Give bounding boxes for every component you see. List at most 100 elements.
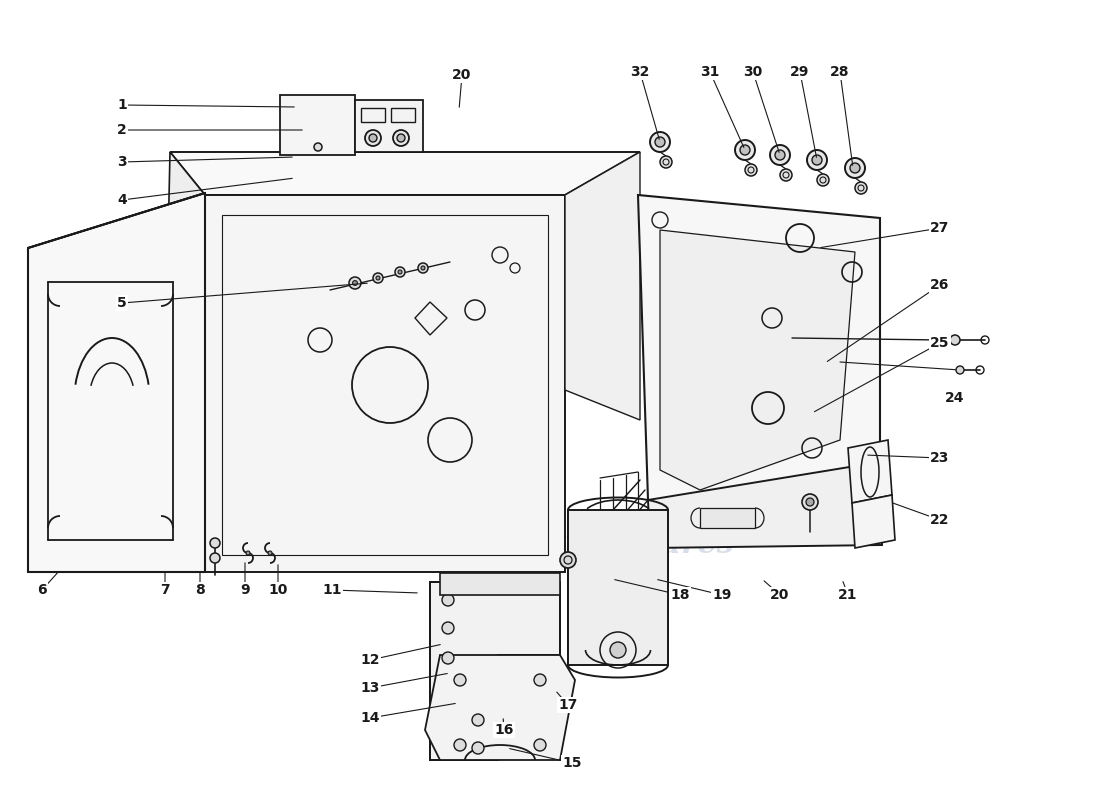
Text: eurospares: eurospares [546, 239, 735, 270]
Text: 4: 4 [117, 193, 126, 207]
Text: 19: 19 [713, 588, 732, 602]
Circle shape [855, 182, 867, 194]
Circle shape [472, 714, 484, 726]
Text: 3: 3 [118, 155, 127, 169]
Text: 13: 13 [361, 681, 379, 695]
Circle shape [368, 134, 377, 142]
Text: 1: 1 [117, 98, 126, 112]
Polygon shape [425, 655, 575, 760]
Bar [355, 100, 424, 152]
Text: 32: 32 [630, 65, 650, 79]
Bar [361, 108, 385, 122]
Text: 15: 15 [562, 756, 582, 770]
Circle shape [314, 143, 322, 151]
Circle shape [395, 267, 405, 277]
Circle shape [812, 155, 822, 165]
Circle shape [472, 742, 484, 754]
Circle shape [373, 273, 383, 283]
Text: 11: 11 [322, 583, 342, 597]
Circle shape [534, 674, 546, 686]
Text: 9: 9 [240, 583, 250, 597]
Polygon shape [660, 230, 855, 490]
Bar [390, 108, 415, 122]
Text: 17: 17 [559, 698, 578, 712]
Polygon shape [28, 193, 205, 572]
Circle shape [210, 553, 220, 563]
Text: eurospares: eurospares [116, 239, 305, 270]
Text: 5: 5 [117, 296, 126, 310]
Polygon shape [638, 195, 880, 540]
Text: 21: 21 [838, 588, 858, 602]
Circle shape [950, 335, 960, 345]
Polygon shape [848, 440, 892, 503]
Polygon shape [430, 582, 560, 760]
Polygon shape [162, 152, 205, 572]
Text: 29: 29 [790, 65, 810, 79]
Circle shape [454, 739, 466, 751]
Circle shape [534, 739, 546, 751]
Bar [700, 508, 755, 528]
Circle shape [442, 652, 454, 664]
Circle shape [802, 494, 818, 510]
Text: eurospares: eurospares [546, 530, 735, 561]
Circle shape [268, 551, 272, 555]
Circle shape [246, 551, 250, 555]
Text: 8: 8 [195, 583, 205, 597]
Bar [440, 573, 560, 595]
Circle shape [210, 538, 220, 548]
Text: 7: 7 [161, 583, 169, 597]
Text: eurospares: eurospares [116, 530, 305, 561]
Circle shape [398, 270, 402, 274]
Bar [222, 215, 548, 555]
Circle shape [442, 622, 454, 634]
Text: 24: 24 [945, 391, 965, 405]
Circle shape [745, 164, 757, 176]
Text: 18: 18 [670, 588, 690, 602]
Text: 6: 6 [37, 583, 47, 597]
Circle shape [956, 366, 964, 374]
Text: 31: 31 [701, 65, 719, 79]
Text: 20: 20 [770, 588, 790, 602]
Text: 28: 28 [830, 65, 849, 79]
Circle shape [807, 150, 827, 170]
Text: 14: 14 [361, 711, 379, 725]
Text: 26: 26 [931, 278, 949, 292]
Polygon shape [565, 152, 640, 420]
Text: 27: 27 [931, 221, 949, 235]
Circle shape [365, 130, 381, 146]
Circle shape [353, 281, 358, 286]
Circle shape [660, 156, 672, 168]
Text: 25: 25 [931, 336, 949, 350]
Circle shape [817, 174, 829, 186]
Text: 30: 30 [744, 65, 762, 79]
Polygon shape [648, 462, 882, 548]
Circle shape [393, 130, 409, 146]
Polygon shape [280, 95, 355, 155]
Text: 22: 22 [931, 513, 949, 527]
Text: 12: 12 [361, 653, 379, 667]
Text: 16: 16 [494, 723, 514, 737]
Circle shape [845, 158, 865, 178]
Circle shape [735, 140, 755, 160]
Circle shape [740, 145, 750, 155]
Circle shape [560, 552, 576, 568]
Circle shape [418, 263, 428, 273]
Circle shape [806, 498, 814, 506]
Circle shape [442, 594, 454, 606]
Circle shape [376, 276, 380, 280]
Circle shape [454, 674, 466, 686]
Circle shape [780, 169, 792, 181]
Text: 20: 20 [452, 68, 472, 82]
Circle shape [610, 642, 626, 658]
Polygon shape [170, 152, 640, 195]
Circle shape [850, 163, 860, 173]
Circle shape [397, 134, 405, 142]
Polygon shape [568, 510, 668, 665]
Circle shape [349, 277, 361, 289]
Text: 10: 10 [268, 583, 288, 597]
Polygon shape [205, 195, 565, 572]
Circle shape [770, 145, 790, 165]
Circle shape [650, 132, 670, 152]
Circle shape [421, 266, 425, 270]
Polygon shape [852, 495, 895, 548]
